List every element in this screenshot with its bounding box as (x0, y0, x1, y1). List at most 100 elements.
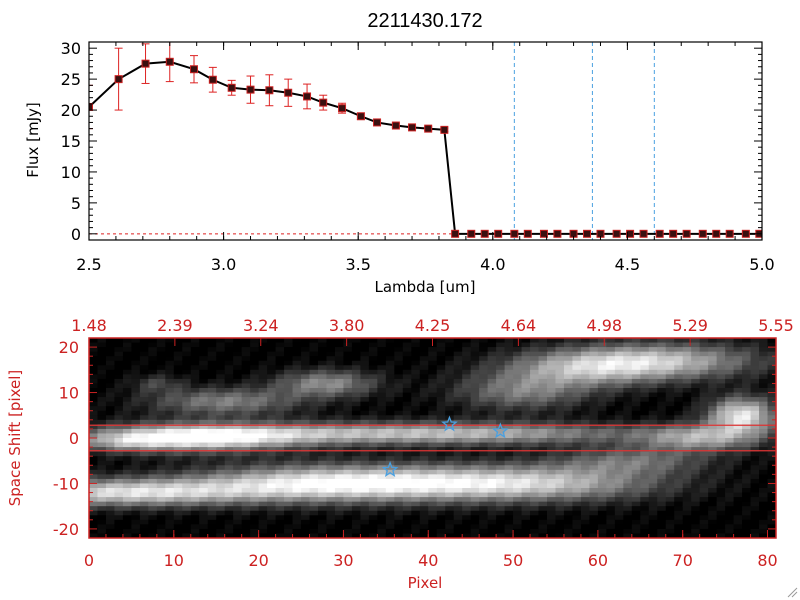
heatmap-cell (640, 397, 650, 403)
heatmap-cell (89, 401, 99, 407)
heatmap-cell (139, 383, 149, 389)
heatmap-cell (105, 497, 116, 503)
heatmap-cell (233, 497, 243, 503)
heatmap-cell (411, 528, 421, 535)
heatmap-cell (334, 365, 345, 371)
heatmap-cell (394, 456, 404, 462)
heatmap-cell (368, 428, 378, 435)
heatmap-cell (725, 401, 735, 407)
heatmap-cell (521, 488, 531, 494)
heatmap-cell (385, 406, 395, 412)
heatmap-cell (699, 447, 709, 453)
heatmap-cell (275, 378, 285, 385)
heatmap-cell (767, 528, 776, 535)
heatmap-cell (199, 338, 209, 344)
heatmap-cell (606, 433, 616, 439)
heatmap-cell (665, 492, 675, 498)
heatmap-cell (292, 506, 302, 512)
heatmap-cell (182, 515, 192, 521)
heatmap-cell (725, 478, 735, 485)
heatmap-cell (292, 492, 302, 498)
heatmap-cell (708, 433, 718, 439)
heatmap-cell (682, 515, 692, 521)
heatmap-cell (131, 483, 141, 489)
heatmap-cell (284, 488, 294, 494)
heatmap-cell (326, 465, 336, 471)
heatmap-cell (555, 365, 565, 371)
heatmap-cell (470, 501, 480, 507)
heatmap-cell (453, 338, 463, 344)
heatmap-cell (606, 501, 616, 507)
heatmap-cell (105, 528, 116, 535)
x-axis-label: Lambda [um] (375, 278, 476, 296)
heatmap-cell (674, 406, 684, 412)
heatmap-cell (699, 442, 709, 448)
heatmap-cell (767, 419, 776, 425)
heatmap-cell (470, 392, 480, 398)
heatmap-cell (250, 378, 260, 385)
heatmap-cell (674, 456, 684, 462)
heatmap-cell (597, 388, 607, 394)
heatmap-cell (131, 383, 141, 389)
heatmap-cell (284, 524, 294, 530)
heatmap-cell (597, 506, 607, 512)
resize-grip-icon[interactable] (786, 586, 798, 598)
heatmap-cell (767, 347, 776, 353)
flux-data-point (440, 125, 449, 134)
heatmap-cell (301, 528, 311, 535)
heatmap-cell (122, 347, 133, 353)
flux-data-point (284, 88, 293, 97)
heatmap-cell (725, 428, 735, 435)
heatmap-cell (631, 438, 641, 444)
heatmap-cell (750, 338, 760, 344)
heatmap-cell (428, 451, 438, 457)
heatmap-cell (377, 438, 387, 444)
heatmap-cell (275, 397, 285, 403)
heatmap-cell (156, 528, 166, 535)
flux-data-point (639, 229, 648, 238)
heatmap-cell (377, 478, 387, 485)
heatmap-cell (343, 378, 353, 385)
heatmap-cell (267, 456, 277, 462)
heatmap-cell (470, 360, 480, 366)
heatmap-cell (479, 424, 489, 430)
heatmap-cell (105, 533, 116, 538)
heatmap-cell (606, 406, 616, 412)
heatmap-cell (597, 478, 607, 485)
heatmap-cell (411, 469, 421, 475)
heatmap-cell (258, 469, 268, 475)
heatmap-cell (148, 397, 158, 403)
heatmap-cell (139, 460, 149, 466)
heatmap-cell (411, 410, 421, 416)
heatmap-cell (665, 456, 675, 462)
heatmap-cell (479, 392, 489, 398)
heatmap-cell (207, 447, 217, 453)
heatmap-cell (436, 433, 446, 439)
heatmap-cell (682, 483, 692, 489)
heatmap-cell (631, 374, 641, 380)
heatmap-cell (530, 342, 540, 348)
heatmap-cell (538, 356, 548, 362)
heatmap-cell (343, 388, 353, 394)
heatmap-cell (725, 492, 735, 498)
heatmap-cell (377, 388, 387, 394)
heatmap-cell (301, 506, 311, 512)
heatmap-cell (318, 410, 328, 416)
heatmap-cell (453, 501, 463, 507)
heatmap-cell (318, 506, 328, 512)
heatmap-cell (224, 360, 234, 366)
heatmap-cell (105, 342, 116, 348)
heatmap-cell (351, 419, 362, 425)
heatmap-cell (89, 519, 99, 525)
heatmap-cell (572, 451, 582, 457)
heatmap-cell (547, 442, 557, 448)
heatmap-cell (631, 506, 641, 512)
heatmap-cell (165, 442, 175, 448)
heatmap-cell (199, 406, 209, 412)
heatmap-cell (284, 483, 294, 489)
heatmap-cell (301, 488, 311, 494)
heatmap-cell (309, 369, 319, 375)
heatmap-cell (504, 410, 514, 416)
heatmap-cell (470, 365, 480, 371)
heatmap-cell (716, 342, 726, 348)
